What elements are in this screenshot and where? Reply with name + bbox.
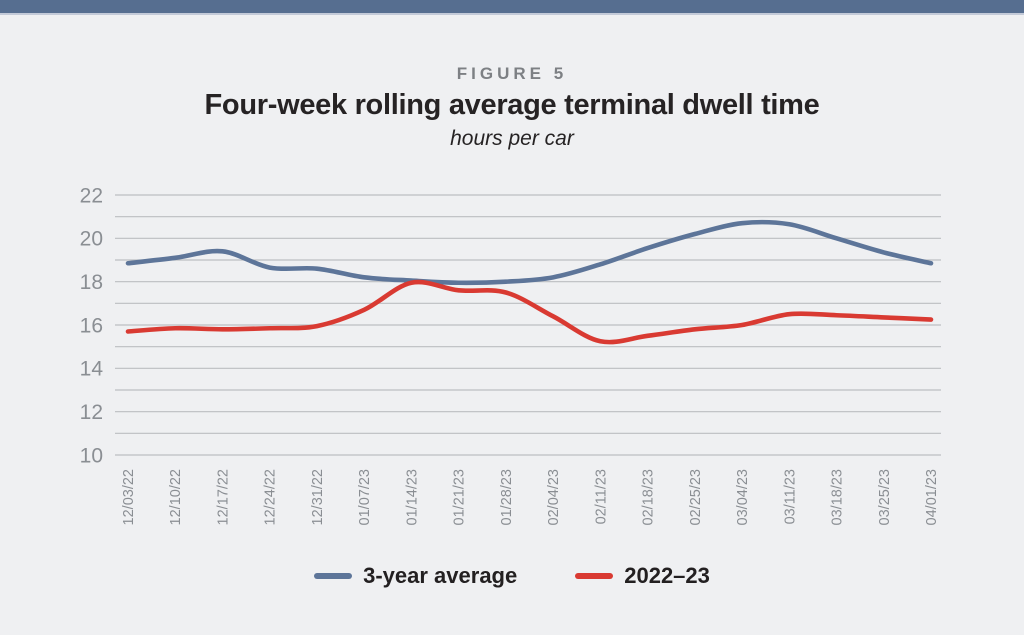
x-tick-label: 03/04/23: [735, 469, 751, 525]
x-tick-label: 03/25/23: [877, 469, 893, 525]
legend-swatch-3-year-average: [314, 573, 353, 579]
x-tick-label: 04/01/23: [924, 469, 940, 525]
x-tick-label: 01/28/23: [499, 469, 515, 525]
top-accent-bar: [0, 0, 1024, 15]
x-tick-label: 01/07/23: [357, 469, 373, 525]
x-tick-label: 12/10/22: [168, 469, 184, 525]
legend-item-2022-23: 2022–23: [575, 563, 710, 589]
x-tick-label: 01/21/23: [452, 469, 468, 525]
x-tick-label: 02/11/23: [593, 469, 609, 524]
x-tick-label: 03/18/23: [830, 469, 846, 525]
chart-header: FIGURE 5 Four-week rolling average termi…: [0, 65, 1024, 151]
x-tick-label: 01/14/23: [404, 469, 420, 525]
series-line-3-year-average: [125, 219, 934, 286]
x-tick-label: 03/11/23: [782, 469, 798, 524]
legend-label-3-year-average: 3-year average: [363, 563, 518, 588]
legend-item-3-year-average: 3-year average: [314, 563, 517, 589]
page-title: Four-week rolling average terminal dwell…: [204, 89, 820, 121]
x-tick-label: 12/17/22: [215, 469, 231, 525]
y-tick-label: 12: [80, 401, 103, 424]
figure-label: FIGURE 5: [456, 64, 568, 83]
x-tick-label: 12/03/22: [121, 469, 137, 525]
y-tick-label: 18: [80, 271, 103, 294]
y-tick-label: 16: [80, 314, 103, 337]
y-tick-label: 20: [80, 228, 103, 251]
x-tick-label: 12/24/22: [263, 469, 279, 525]
legend-label-2022-23: 2022–23: [624, 563, 710, 588]
y-tick-label: 14: [80, 358, 104, 381]
chart-legend: 3-year average 2022–23: [0, 563, 1024, 589]
chart-area: 10 12 14 16 18 20 22 12/03/22 12/10/22 12/17/22 12…: [0, 179, 1024, 531]
x-tick-label: 02/04/23: [546, 469, 562, 525]
series-line-2022-23: [125, 279, 934, 345]
x-tick-label: 12/31/22: [310, 469, 326, 525]
x-tick-label: 02/25/23: [688, 469, 704, 525]
chart-subtitle: hours per car: [450, 127, 574, 150]
legend-swatch-2022-23: [575, 573, 614, 579]
dwell-time-chart: 10 12 14 16 18 20 22 12/03/22 12/10/22 12/17/22 12…: [80, 184, 941, 525]
y-tick-label: 22: [80, 184, 103, 207]
y-tick-label: 10: [80, 444, 103, 467]
x-tick-label: 02/18/23: [641, 469, 657, 525]
